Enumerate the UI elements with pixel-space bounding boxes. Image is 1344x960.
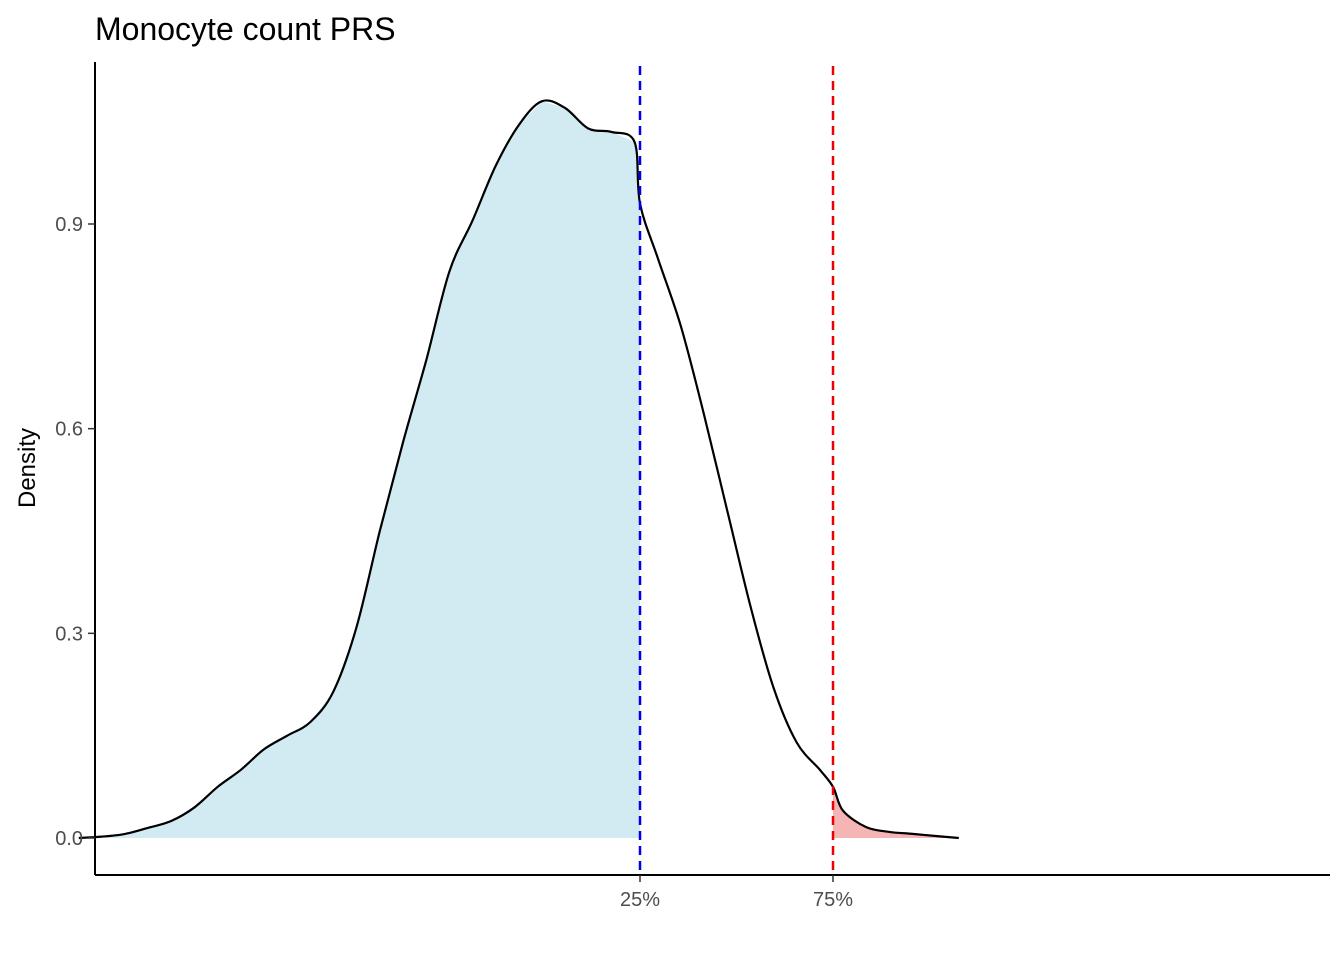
density-curve — [78, 99, 959, 840]
x-tick-label: 25% — [620, 889, 660, 911]
y-axis-label: Density — [14, 428, 41, 508]
y-tick-label: 0.9 — [55, 214, 83, 236]
upper-tail-fill — [833, 786, 959, 838]
plot-area: 0.0 0.3 0.6 0.9 25% 75% — [55, 62, 1330, 911]
chart-title: Monocyte count PRS — [95, 11, 396, 47]
lower-tail-fill — [78, 101, 641, 838]
x-tick-label: 75% — [813, 889, 853, 911]
y-tick-label: 0.3 — [55, 623, 83, 645]
y-tick-label: 0.6 — [55, 419, 83, 441]
y-tick-label: 0.0 — [55, 828, 83, 850]
